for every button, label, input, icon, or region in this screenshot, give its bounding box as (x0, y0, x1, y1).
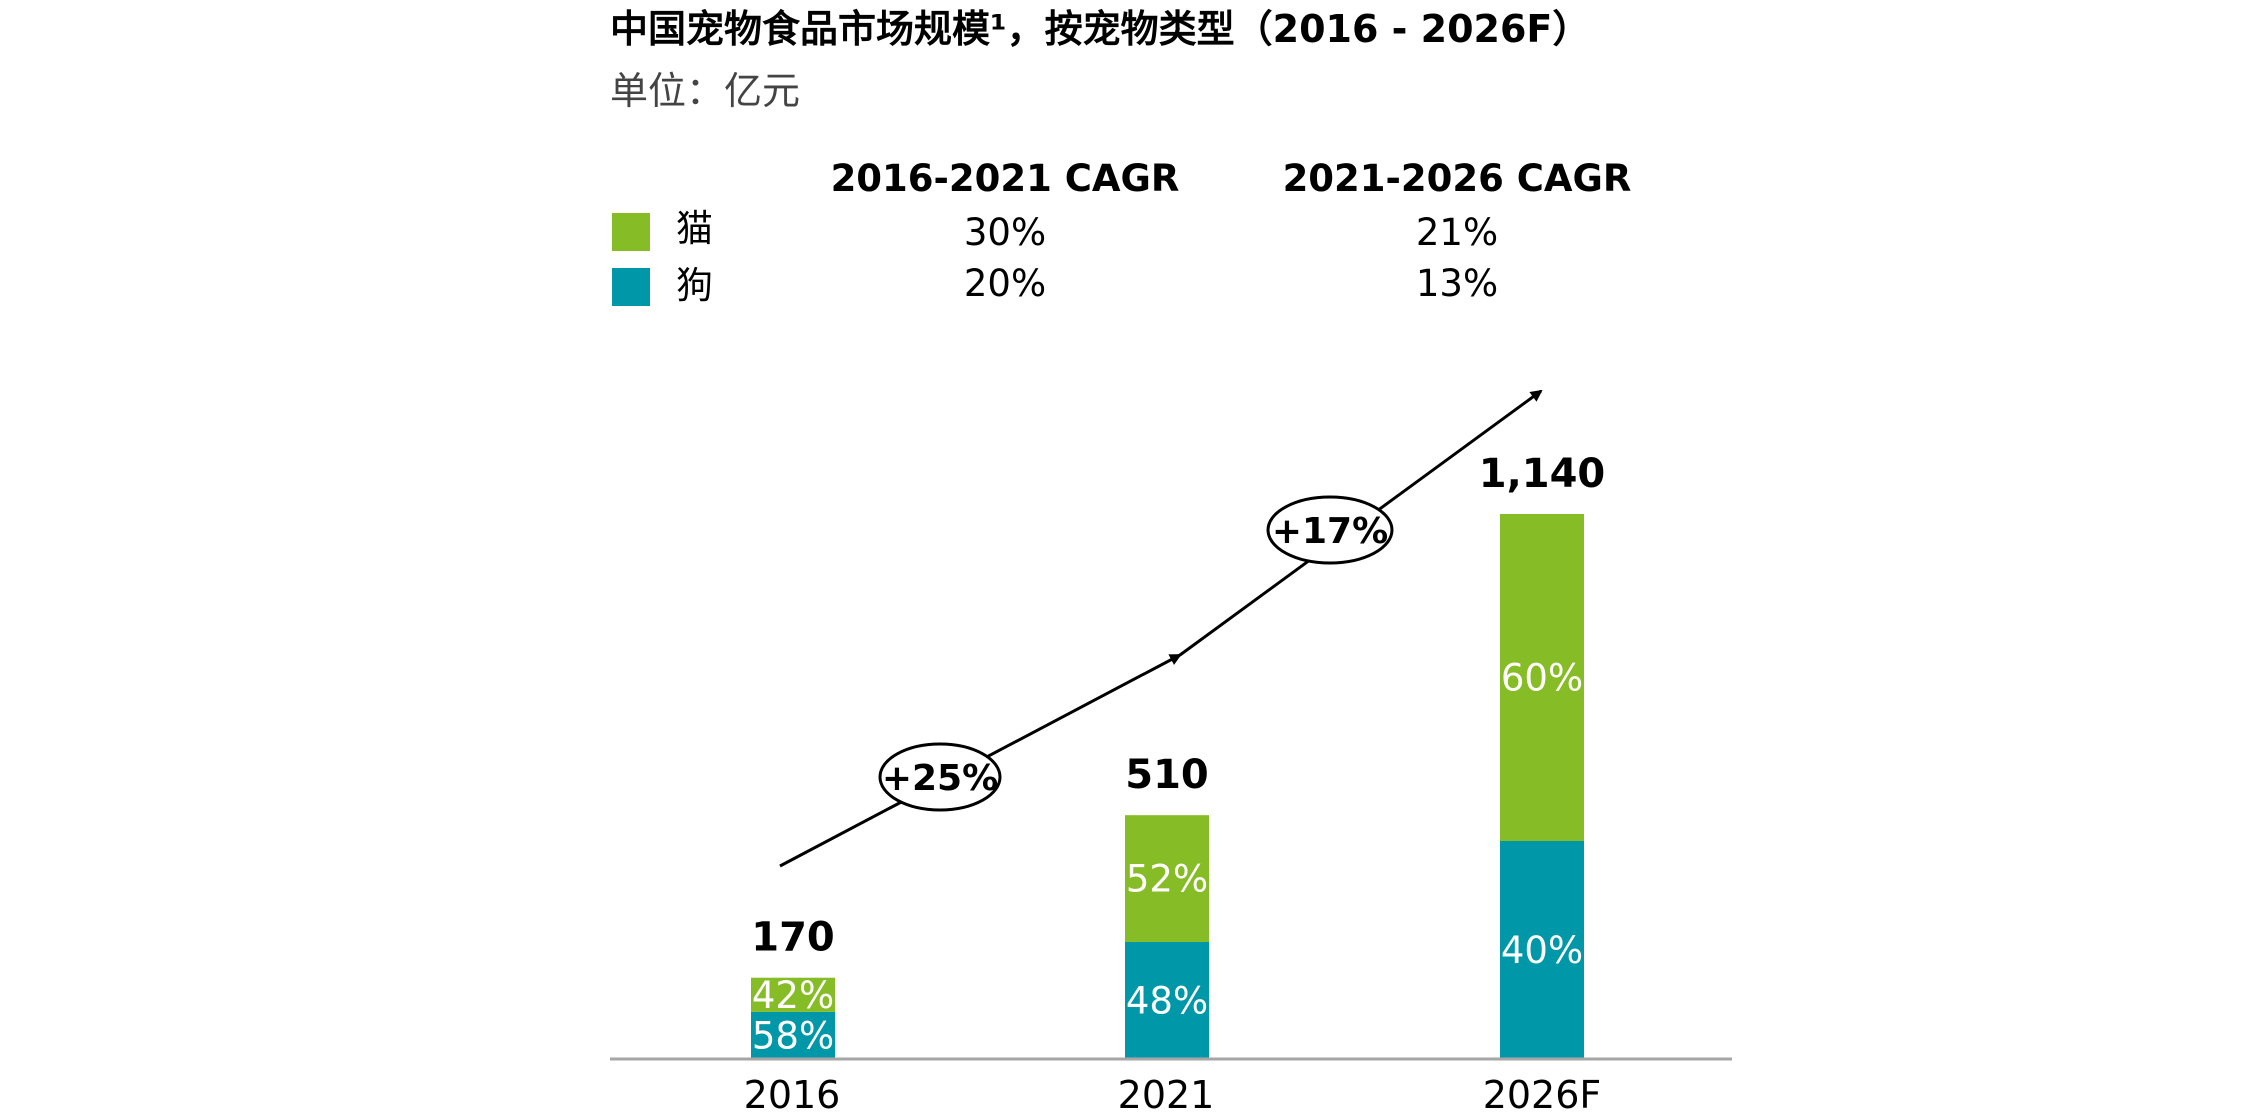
cagr-dog-2021-2026: 13% (1416, 262, 1498, 305)
growth-label-2: +17% (1272, 511, 1388, 552)
cagr-cat-2021-2026: 21% (1416, 211, 1498, 254)
growth-badge-1 (878, 742, 1002, 812)
x-tick-2016: 2016 (744, 1073, 841, 1117)
total-label-2016: 170 (751, 915, 835, 961)
legend-label-dog: 狗 (676, 264, 713, 307)
segment-label-dog-2016: 58% (752, 1014, 834, 1057)
x-tick-2026f: 2026F (1483, 1073, 1602, 1117)
bar-dog-2016 (751, 1011, 835, 1059)
bar-cat-2016 (751, 977, 835, 1012)
unit-label: 单位：亿元 (610, 69, 800, 113)
legend-label-cat: 猫 (676, 207, 713, 250)
bar-cat-2026f (1500, 514, 1584, 841)
segment-label-cat-2026f: 60% (1501, 657, 1583, 700)
bars-group: 58%42% 170 48% 52% 510 40% 60% 1,140 (751, 451, 1605, 1059)
legend-swatch-cat (612, 213, 650, 251)
segment-label-dog-2026f: 40% (1501, 929, 1583, 972)
cagr-cat-2016-2021: 30% (964, 211, 1046, 254)
growth-badge-2 (1266, 495, 1394, 565)
cagr-header-1: 2016-2021 CAGR (831, 157, 1180, 200)
chart-title: 中国宠物食品市场规模¹，按宠物类型（2016 - 2026F） (610, 7, 1590, 51)
cagr-header-2: 2021-2026 CAGR (1283, 157, 1632, 200)
bar-dog-2026f (1500, 841, 1584, 1059)
bar-dog-2021 (1125, 941, 1209, 1059)
growth-label-1: +25% (882, 758, 998, 799)
total-label-2026f: 1,140 (1479, 451, 1606, 497)
total-label-2021: 510 (1125, 752, 1209, 798)
segment-label-cat-2016: 42% (752, 974, 834, 1017)
segment-label-dog-2021: 48% (1126, 979, 1208, 1022)
segment-label-cat-2021: 52% (1126, 858, 1208, 901)
bar-cat-2021 (1125, 815, 1209, 942)
cagr-dog-2016-2021: 20% (964, 262, 1046, 305)
x-tick-2021: 2021 (1118, 1073, 1215, 1117)
legend-swatch-dog (612, 268, 650, 306)
